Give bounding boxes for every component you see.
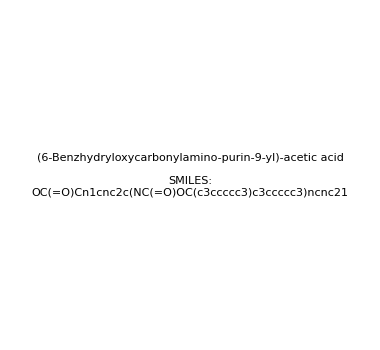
Text: (6-Benzhydryloxycarbonylamino-purin-9-yl)-acetic acid

SMILES:
OC(=O)Cn1cnc2c(NC: (6-Benzhydryloxycarbonylamino-purin-9-yl… xyxy=(32,153,348,197)
